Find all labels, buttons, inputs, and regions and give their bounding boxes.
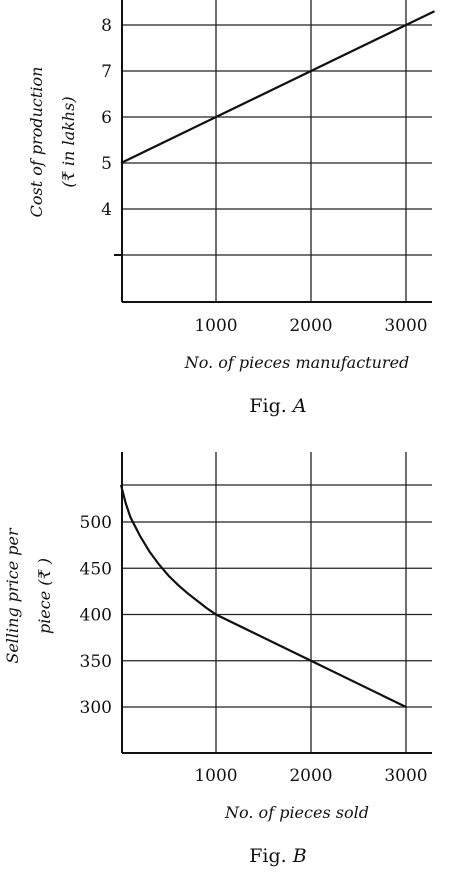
y-tick-label-3: 400 [80,606,112,626]
y-axis-label-line-2: (₹ in lakhs) [59,96,78,187]
series-line-1 [119,484,407,708]
y-tick-label-3: 6 [101,108,112,128]
x-axis-label: No. of pieces manufactured [184,353,410,372]
y-tick-label-1: 300 [80,698,112,718]
y-tick-label-1: 4 [101,200,112,220]
x-tick-label-2: 2000 [289,766,332,786]
figure-caption-prefix: Fig. [249,395,293,417]
x-axis-label: No. of pieces sold [224,803,369,822]
y-axis-label-line-1: Selling price per [3,527,22,664]
figure-caption: Fig. A [249,395,306,417]
x-tick-label-1: 1000 [194,766,237,786]
y-tick-label-5: 8 [101,16,112,36]
figure-caption-prefix: Fig. [249,845,293,867]
y-axis-label-line-1: Cost of production [27,67,46,218]
y-tick-label-4: 450 [80,559,112,579]
y-tick-label-4: 7 [101,62,112,82]
x-tick-label-3: 3000 [384,766,427,786]
x-tick-label-2: 2000 [289,316,332,336]
chart-fig-b: 300 350 400 450 500 1000 2000 3000 No. of pieces… [3,452,432,867]
y-axis-label-line-2: piece (₹ ) [35,558,54,634]
y-tick-label-2: 350 [80,652,112,672]
figure-caption-letter: A [291,395,307,417]
chart-fig-a: 4 5 6 7 8 1000 2000 3000 No. of pieces manufactu… [27,0,435,417]
series-line-1 [120,10,435,164]
y-tick-label-5: 500 [80,513,112,533]
y-tick-label-2: 5 [101,154,112,174]
x-tick-label-1: 1000 [194,316,237,336]
x-tick-label-3: 3000 [384,316,427,336]
figure-caption-letter: B [292,845,307,867]
figure-caption: Fig. B [249,845,307,867]
